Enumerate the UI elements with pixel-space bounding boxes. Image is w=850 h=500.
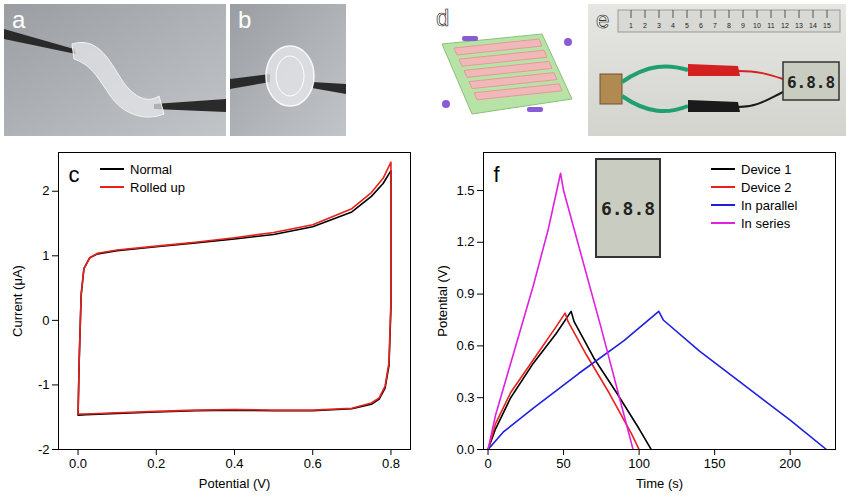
svg-text:4: 4 — [671, 22, 675, 29]
svg-text:Current (μA): Current (μA) — [10, 265, 25, 337]
svg-text:0.0: 0.0 — [69, 456, 87, 471]
svg-text:14: 14 — [809, 22, 817, 29]
svg-text:a: a — [12, 6, 26, 33]
svg-text:6.8.8: 6.8.8 — [787, 73, 835, 92]
html-text:6.8.8: 6.8.8 — [600, 197, 656, 219]
svg-text:100: 100 — [628, 456, 650, 471]
svg-text:0: 0 — [484, 456, 491, 471]
svg-text:0.4: 0.4 — [225, 456, 243, 471]
svg-text:8: 8 — [727, 22, 731, 29]
svg-text:1.5: 1.5 — [456, 183, 474, 198]
svg-text:15: 15 — [823, 22, 831, 29]
svg-text:9: 9 — [741, 22, 745, 29]
svg-text:0.6: 0.6 — [456, 338, 474, 353]
svg-text:c: c — [69, 162, 80, 187]
svg-text:1: 1 — [42, 248, 49, 263]
html-text:Rolled up: Rolled up — [130, 179, 185, 195]
svg-text:0.8: 0.8 — [382, 456, 400, 471]
svg-text:Potential (V): Potential (V) — [199, 476, 271, 491]
svg-text:1: 1 — [629, 22, 633, 29]
svg-text:11: 11 — [767, 22, 774, 29]
svg-text:200: 200 — [779, 456, 801, 471]
html-text:Device 1: Device 1 — [741, 161, 792, 177]
svg-text:Time (s): Time (s) — [636, 476, 683, 491]
svg-text:13: 13 — [795, 22, 803, 29]
svg-text:0.3: 0.3 — [456, 390, 474, 405]
svg-text:f: f — [494, 162, 501, 187]
svg-text:50: 50 — [556, 456, 570, 471]
html-text:Device 2: Device 2 — [741, 179, 792, 195]
svg-text:7: 7 — [713, 22, 717, 29]
svg-text:0.0: 0.0 — [456, 442, 474, 457]
svg-text:-2: -2 — [38, 442, 50, 457]
svg-text:0.2: 0.2 — [147, 456, 165, 471]
svg-text:150: 150 — [704, 456, 726, 471]
svg-text:12: 12 — [781, 22, 789, 29]
svg-text:d: d — [436, 4, 449, 31]
svg-text:Potential (V): Potential (V) — [435, 265, 450, 337]
html-text:In parallel: In parallel — [741, 197, 798, 213]
svg-text:0.9: 0.9 — [456, 286, 474, 301]
svg-text:0.6: 0.6 — [304, 456, 322, 471]
svg-text:-1: -1 — [38, 377, 50, 392]
html-text:Normal: Normal — [130, 161, 172, 177]
html-text:In series: In series — [741, 215, 791, 231]
svg-text:0: 0 — [42, 313, 49, 328]
svg-text:6: 6 — [699, 22, 703, 29]
svg-text:2: 2 — [42, 183, 49, 198]
svg-text:e: e — [596, 6, 609, 33]
svg-text:3: 3 — [657, 22, 661, 29]
svg-text:2: 2 — [643, 22, 647, 29]
svg-text:10: 10 — [753, 22, 761, 29]
svg-text:b: b — [238, 6, 251, 33]
svg-text:1.2: 1.2 — [456, 234, 474, 249]
svg-text:5: 5 — [685, 22, 689, 29]
